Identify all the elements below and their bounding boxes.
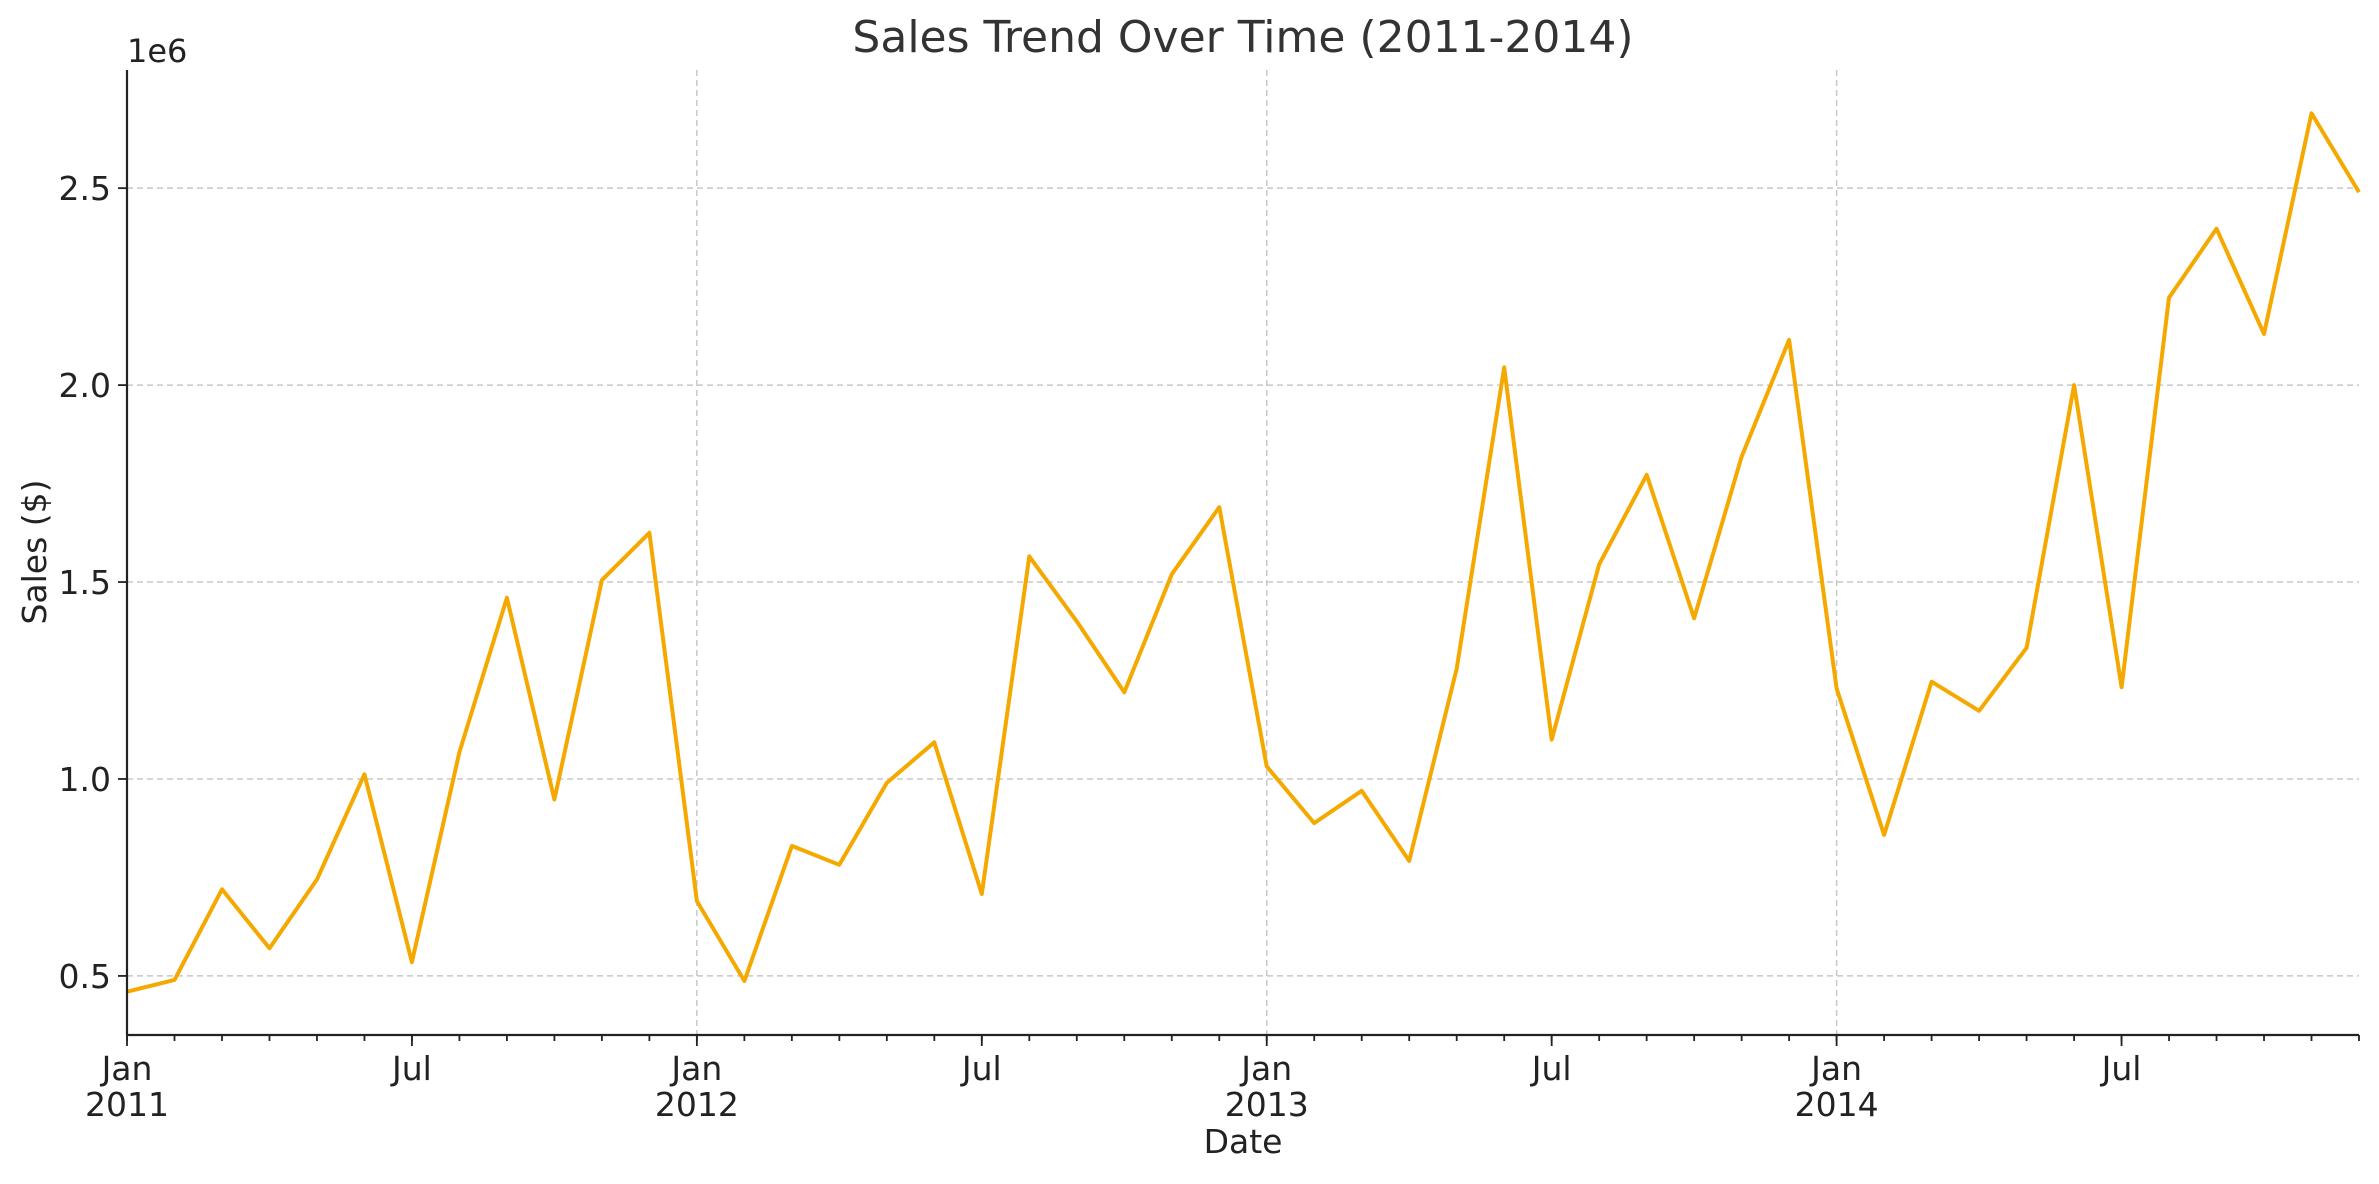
- sales-series-line: [127, 113, 2359, 991]
- x-tick-label: Jul: [390, 1049, 432, 1088]
- y-tick-label: 2.5: [59, 169, 111, 208]
- x-tick-label: Jan: [669, 1049, 722, 1088]
- grid: [127, 70, 2359, 1035]
- y-tick-label: 1.0: [59, 760, 111, 799]
- x-axis-label: Date: [1204, 1122, 1283, 1161]
- chart-title: Sales Trend Over Time (2011-2014): [852, 12, 1633, 63]
- y-axis-label: Sales ($): [15, 479, 54, 624]
- y-tick-label: 2.0: [59, 366, 111, 405]
- y-tick-label: 1.5: [59, 563, 111, 602]
- x-tick-year-label: 2012: [655, 1085, 739, 1124]
- x-tick-label: Jul: [1530, 1049, 1572, 1088]
- series-layer: [127, 113, 2359, 992]
- x-tick-year-label: 2013: [1225, 1085, 1309, 1124]
- x-tick-label: Jul: [960, 1049, 1002, 1088]
- x-tick-label: Jul: [2100, 1049, 2142, 1088]
- x-tick-year-label: 2014: [1795, 1085, 1879, 1124]
- x-tick-label: Jan: [1809, 1049, 1862, 1088]
- y-axis-offset-label: 1e6: [127, 32, 187, 70]
- x-tick-label: Jan: [1239, 1049, 1292, 1088]
- x-tick-year-label: 2011: [85, 1085, 169, 1124]
- y-tick-label: 0.5: [59, 957, 111, 996]
- x-tick-label: Jan: [100, 1049, 153, 1088]
- axes: [127, 70, 2359, 1035]
